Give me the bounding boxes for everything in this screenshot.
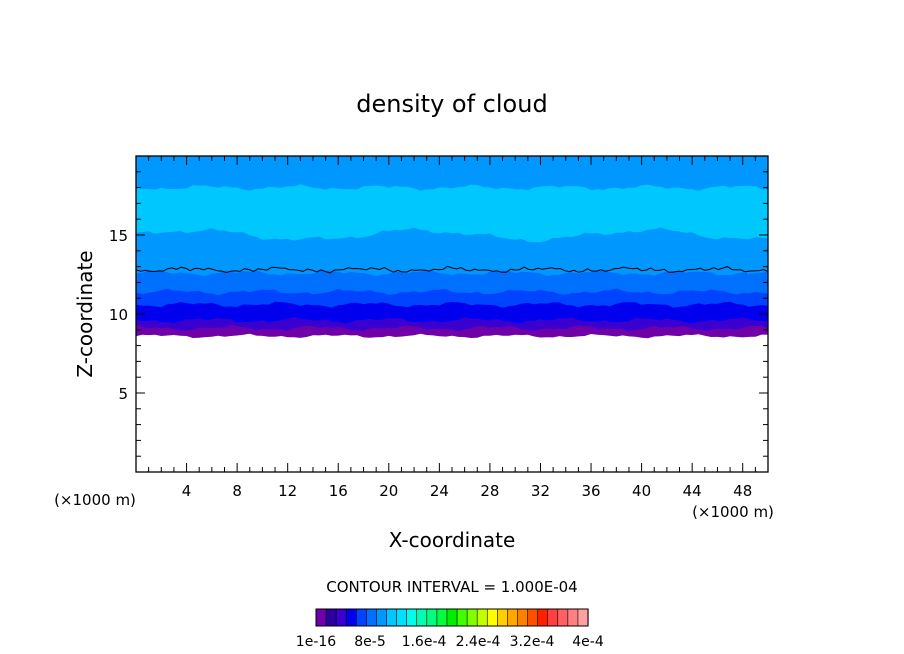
colorbar-swatch	[416, 608, 428, 627]
colorbar-swatch	[446, 608, 458, 627]
y-axis-label: Z-coordinate	[73, 250, 97, 377]
colorbar	[315, 608, 589, 627]
colorbar-swatch	[376, 608, 388, 627]
colorbar-label: 8e-5	[354, 634, 385, 650]
x-tick-label: 44	[683, 482, 702, 500]
x-tick-label: 4	[182, 482, 192, 500]
colorbar-swatch	[577, 608, 589, 627]
colorbar-label: 3.2e-4	[510, 634, 555, 650]
contour-band	[136, 156, 768, 191]
colorbar-label: 4e-4	[572, 634, 604, 650]
x-tick-label: 8	[232, 482, 242, 500]
x-tick-label: 36	[581, 482, 600, 500]
colorbar-swatch	[386, 608, 398, 627]
colorbar-label: 2.4e-4	[456, 634, 501, 650]
colorbar-swatch	[517, 608, 529, 627]
colorbar-swatch	[456, 608, 468, 627]
x-tick-label: 48	[733, 482, 752, 500]
colorbar-frame	[315, 608, 589, 627]
colorbar-label: 1e-16	[296, 634, 336, 650]
colorbar-swatch	[497, 608, 508, 627]
y-tick-label: 15	[109, 227, 128, 245]
colorbar-swatch	[436, 608, 448, 627]
x-unit-label-right: (×1000 m)	[692, 503, 774, 521]
x-unit-label-left: (×1000 m)	[54, 491, 136, 509]
colorbar-swatch	[355, 608, 367, 627]
colorbar-swatch	[325, 608, 337, 627]
x-tick-label: 16	[329, 482, 348, 500]
x-axis-label: X-coordinate	[389, 528, 516, 552]
x-tick-label: 24	[430, 482, 449, 500]
y-tick-label: 5	[118, 385, 128, 403]
colorbar-labels: 1e-16 8e-5 1.6e-4 2.4e-4 3.2e-4 4e-4	[296, 634, 604, 650]
x-tick-label: 40	[632, 482, 651, 500]
colorbar-swatch	[547, 608, 559, 627]
contour-line	[135, 265, 769, 274]
contour-interval-label: CONTOUR INTERVAL = 1.000E-04	[326, 578, 577, 596]
colorbar-swatch	[366, 608, 378, 627]
colorbar-swatch	[567, 608, 579, 627]
colorbar-swatch	[507, 608, 519, 627]
chart-title: density of cloud	[356, 90, 547, 118]
colorbar-label: 1.6e-4	[402, 634, 447, 650]
colorbar-swatch	[537, 608, 549, 627]
colorbar-swatch	[476, 608, 488, 627]
x-tick-label: 20	[379, 482, 398, 500]
colorbar-swatch	[466, 608, 478, 627]
colorbar-swatch	[557, 608, 569, 627]
x-tick-label: 32	[531, 482, 550, 500]
x-tick-label: 12	[278, 482, 297, 500]
colorbar-swatch	[527, 608, 539, 627]
colorbar-swatch	[396, 608, 408, 627]
colorbar-swatch	[426, 608, 438, 627]
y-tick-label: 10	[109, 306, 128, 324]
colorbar-swatch	[345, 608, 357, 627]
x-tick-label: 28	[480, 482, 499, 500]
colorbar-swatch	[406, 608, 418, 627]
colorbar-swatch	[335, 608, 347, 627]
colorbar-swatch	[315, 608, 327, 627]
colorbar-swatch	[486, 608, 498, 627]
